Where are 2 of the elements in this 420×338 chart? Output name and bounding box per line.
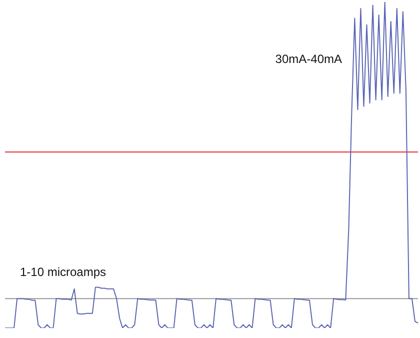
annotation: 30mA-40mA: [275, 52, 342, 66]
annotation: 1-10 microamps: [20, 265, 106, 279]
